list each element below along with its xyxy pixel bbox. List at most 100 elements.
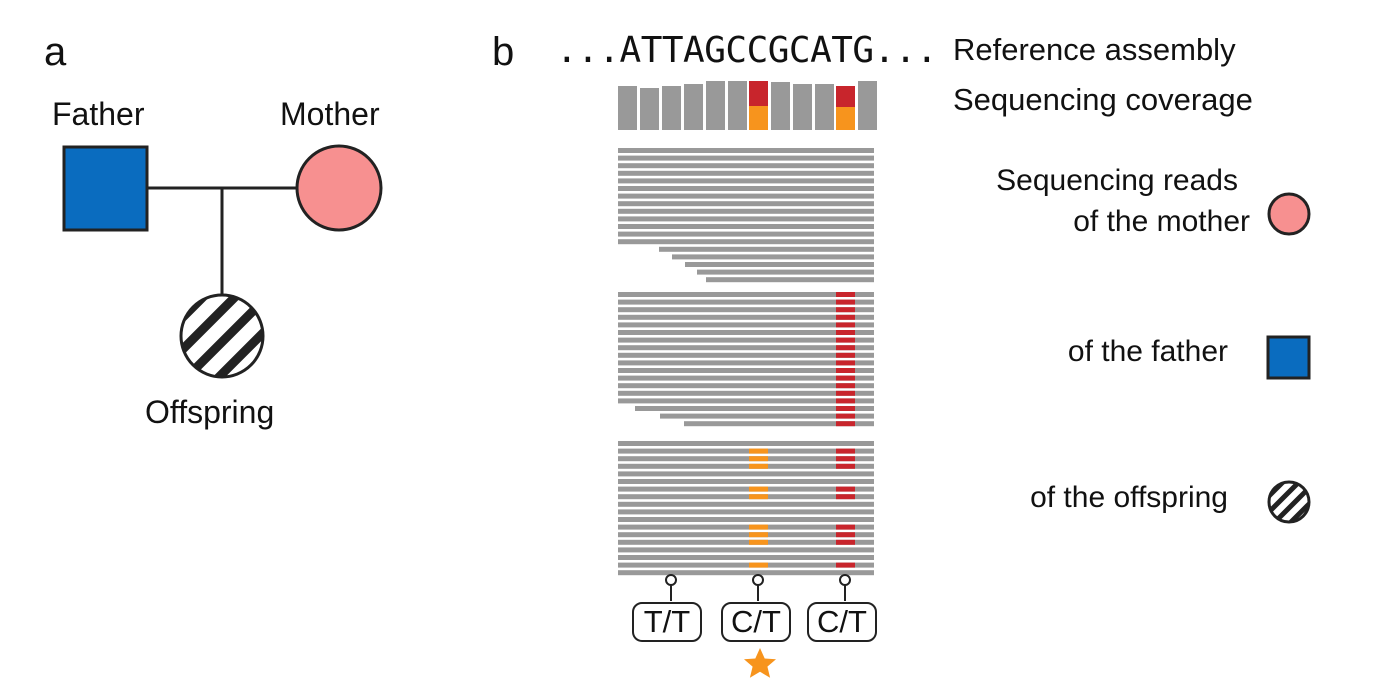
read: [618, 494, 874, 500]
read: [618, 193, 874, 199]
de-novo-star-icon: [744, 648, 776, 678]
read: [618, 292, 874, 297]
variant-base: [836, 524, 855, 530]
read: [618, 337, 874, 343]
de-novo-base: [749, 562, 768, 568]
read: [618, 471, 874, 477]
read: [618, 456, 874, 462]
variant-base: [836, 383, 855, 389]
read: [618, 239, 874, 245]
read: [618, 390, 874, 396]
legend-reads-line1: Sequencing reads: [996, 164, 1238, 197]
read: [618, 186, 874, 191]
read: [618, 352, 874, 358]
variant-base: [836, 494, 855, 500]
reads-offspring: [618, 441, 874, 576]
variant-base: [836, 299, 855, 305]
offspring-circle: [179, 293, 265, 379]
variant-base: [836, 345, 855, 351]
read: [697, 269, 874, 275]
variant-base: [836, 413, 855, 419]
read: [618, 441, 874, 446]
read: [618, 555, 874, 560]
read: [684, 421, 874, 427]
read: [618, 486, 874, 492]
read: [618, 562, 874, 568]
read: [618, 155, 874, 161]
variant-base: [836, 352, 855, 358]
variant-base: [836, 539, 855, 545]
read: [618, 148, 874, 153]
read: [635, 406, 874, 411]
read: [660, 413, 874, 419]
panel-a-letter: a: [44, 30, 67, 74]
legend-reads-offspring: of the offspring: [1030, 481, 1228, 514]
variant-base: [836, 375, 855, 381]
read: [618, 398, 874, 404]
read: [618, 314, 874, 320]
read: [618, 224, 874, 229]
variant-base: [836, 562, 855, 568]
read: [618, 163, 874, 169]
read: [618, 509, 874, 515]
de-novo-base: [749, 494, 768, 500]
reads-mother: [618, 148, 874, 283]
legend-father-square: [1266, 335, 1311, 380]
legend-mother-circle: [1267, 192, 1311, 236]
variant-base: [836, 456, 855, 462]
variant-base: [836, 421, 855, 427]
read: [618, 479, 874, 484]
read: [618, 345, 874, 351]
variant-base: [836, 390, 855, 396]
mother-label: Mother: [280, 96, 380, 132]
read: [618, 524, 874, 530]
read: [618, 375, 874, 381]
offspring-label: Offspring: [145, 394, 275, 430]
read: [618, 201, 874, 207]
reads-father: [618, 292, 874, 427]
read: [618, 368, 874, 373]
variant-base: [836, 448, 855, 454]
read: [618, 231, 874, 237]
read: [672, 254, 874, 260]
father-square: [62, 145, 149, 232]
read: [706, 277, 874, 283]
read: [618, 547, 874, 553]
read: [618, 532, 874, 538]
read: [618, 360, 874, 366]
de-novo-base: [749, 448, 768, 454]
variant-base: [836, 307, 855, 313]
variant-base: [836, 360, 855, 366]
read: [618, 322, 874, 328]
read: [618, 570, 874, 576]
variant-base: [836, 322, 855, 328]
legend-reference-label: Reference assembly: [953, 32, 1236, 67]
read: [618, 517, 874, 522]
reference-sequence: ...ATTAGCCGCATG...: [556, 30, 938, 71]
variant-base: [836, 463, 855, 469]
read: [685, 262, 874, 267]
read: [659, 246, 874, 252]
mother-circle: [295, 144, 383, 232]
de-novo-base: [749, 456, 768, 462]
legend-reads-father: of the father: [1067, 335, 1228, 368]
variant-base: [836, 406, 855, 411]
pedigree-lines: [148, 186, 297, 296]
read: [618, 330, 874, 335]
read: [618, 501, 874, 507]
de-novo-base: [749, 463, 768, 469]
read: [618, 463, 874, 469]
de-novo-base: [749, 539, 768, 545]
variant-base: [836, 292, 855, 297]
genotype-pins: [665, 574, 851, 601]
read: [618, 178, 874, 184]
legend-coverage-label: Sequencing coverage: [953, 82, 1253, 117]
variant-base: [836, 532, 855, 538]
panel-b-letter: b: [492, 30, 515, 74]
genotype-box-1: T/T: [632, 602, 702, 642]
read: [618, 208, 874, 214]
genotype-box-3: C/T: [807, 602, 877, 642]
read: [618, 307, 874, 313]
read: [618, 170, 874, 176]
